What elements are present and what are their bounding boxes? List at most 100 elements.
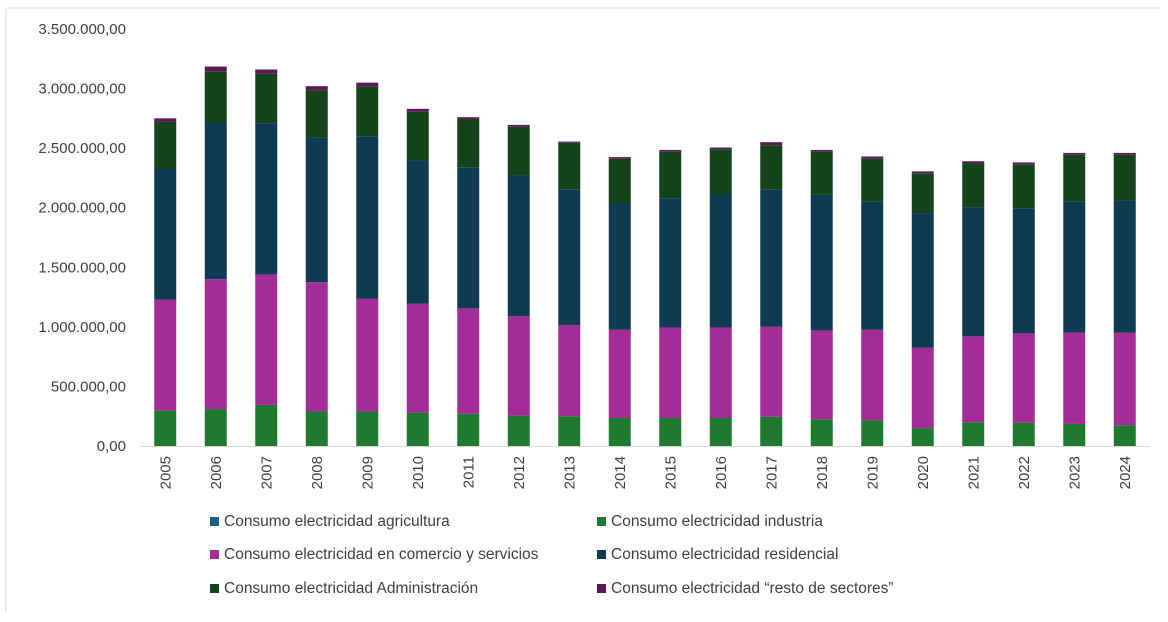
legend-label: Consumo electricidad en comercio y servi…: [224, 546, 539, 563]
bar-segment: [255, 69, 278, 74]
x-tick-label: 2022: [1016, 456, 1033, 489]
x-tick-label: 2015: [662, 456, 679, 489]
y-tick-label: 2.500.000,00: [38, 140, 126, 157]
bar-segment: [305, 282, 328, 412]
bar-segment: [911, 171, 934, 174]
bar-segment: [255, 404, 278, 446]
x-tick-label: 2024: [1117, 456, 1134, 489]
x-tick-label: 2017: [763, 456, 780, 489]
bar-segment: [962, 207, 985, 337]
bar-segment: [1063, 423, 1086, 446]
x-tick-label: 2007: [258, 456, 275, 489]
bar-segment: [356, 82, 379, 87]
bar-segment: [608, 203, 631, 330]
bar-segment: [659, 149, 682, 152]
legend-swatch: [597, 584, 606, 593]
x-tick-label: 2010: [410, 456, 427, 489]
bar-segment: [760, 326, 783, 417]
legend-swatch: [210, 584, 219, 593]
bar-segment: [204, 71, 227, 123]
bar-segment: [558, 416, 581, 446]
bar-segment: [1063, 332, 1086, 424]
bar-segment: [608, 418, 631, 446]
bar-segment: [810, 151, 833, 195]
bar-segment: [1012, 164, 1035, 209]
y-axis-ticks: 0,00 500.000,00 1.000.000,00 1.500.000,00 2.…: [38, 21, 126, 455]
x-tick-label: 2011: [460, 456, 477, 488]
legend-label: Consumo electricidad residencial: [611, 546, 838, 563]
x-tick-label: 2005: [157, 456, 174, 489]
bar-segment: [1063, 154, 1086, 202]
legend-label: Consumo electricidad “resto de sectores”: [611, 580, 894, 597]
bar-segment: [709, 418, 732, 446]
bar-segment: [659, 418, 682, 446]
bar-segment: [659, 151, 682, 199]
bar-segment: [709, 194, 732, 328]
legend-label: Consumo electricidad industria: [611, 513, 823, 530]
bar-segment: [608, 157, 631, 159]
bar-segment: [406, 303, 429, 413]
bar-segment: [1113, 332, 1136, 426]
bar-segment: [1063, 152, 1086, 155]
bar-segment: [659, 198, 682, 328]
bar-segment: [810, 330, 833, 420]
bar-segment: [760, 189, 783, 327]
bar-segment: [457, 167, 480, 309]
bar-segment: [457, 117, 480, 119]
bar-segment: [305, 86, 328, 91]
x-tick-label: 2016: [713, 456, 730, 489]
y-tick-label: 1.000.000,00: [38, 319, 126, 336]
chart-frame: [5, 7, 1160, 612]
y-tick-label: 3.000.000,00: [38, 81, 126, 98]
bar-segment: [1063, 201, 1086, 333]
x-tick-label: 2009: [359, 456, 376, 489]
bar-segment: [305, 90, 328, 138]
x-tick-label: 2012: [511, 456, 528, 489]
legend: Consumo electricidad agricultura Consumo …: [210, 513, 894, 597]
y-tick-label: 0,00: [97, 438, 126, 455]
bar-segment: [810, 149, 833, 152]
bar-segment: [507, 415, 530, 446]
bar-segment: [356, 86, 379, 137]
bar-segment: [154, 118, 177, 122]
bar-segment: [1113, 425, 1136, 446]
bar-segment: [406, 111, 429, 161]
legend-label: Consumo electricidad agricultura: [224, 513, 450, 530]
bar-segment: [659, 327, 682, 418]
bars-group: [154, 66, 1136, 446]
x-tick-label: 2013: [561, 456, 578, 489]
bar-segment: [760, 145, 783, 190]
x-tick-label: 2019: [864, 456, 881, 489]
bar-segment: [255, 73, 278, 124]
bar-segment: [1012, 208, 1035, 334]
bar-segment: [255, 274, 278, 405]
bar-segment: [1012, 162, 1035, 165]
bar-segment: [861, 329, 884, 421]
bar-segment: [406, 108, 429, 112]
bar-segment: [1113, 152, 1136, 155]
bar-segment: [406, 160, 429, 304]
bar-segment: [810, 194, 833, 331]
bar-segment: [760, 142, 783, 146]
bar-segment: [204, 122, 227, 280]
bar-segment: [204, 66, 227, 72]
bar-segment: [962, 336, 985, 423]
x-tick-label: 2018: [814, 456, 831, 489]
legend-swatch: [210, 517, 219, 526]
bar-segment: [861, 201, 884, 330]
y-tick-label: 500.000,00: [51, 378, 126, 395]
bar-segment: [911, 428, 934, 446]
bar-segment: [810, 419, 833, 446]
x-tick-label: 2008: [309, 456, 326, 489]
bar-segment: [1012, 333, 1035, 423]
bar-segment: [356, 298, 379, 412]
x-tick-label: 2023: [1066, 456, 1083, 489]
bar-segment: [1012, 422, 1035, 446]
y-tick-label: 3.500.000,00: [38, 21, 126, 38]
bar-segment: [204, 409, 227, 446]
bar-segment: [911, 347, 934, 429]
bar-segment: [962, 161, 985, 164]
bar-segment: [507, 175, 530, 317]
bar-segment: [507, 126, 530, 176]
bar-segment: [356, 136, 379, 299]
